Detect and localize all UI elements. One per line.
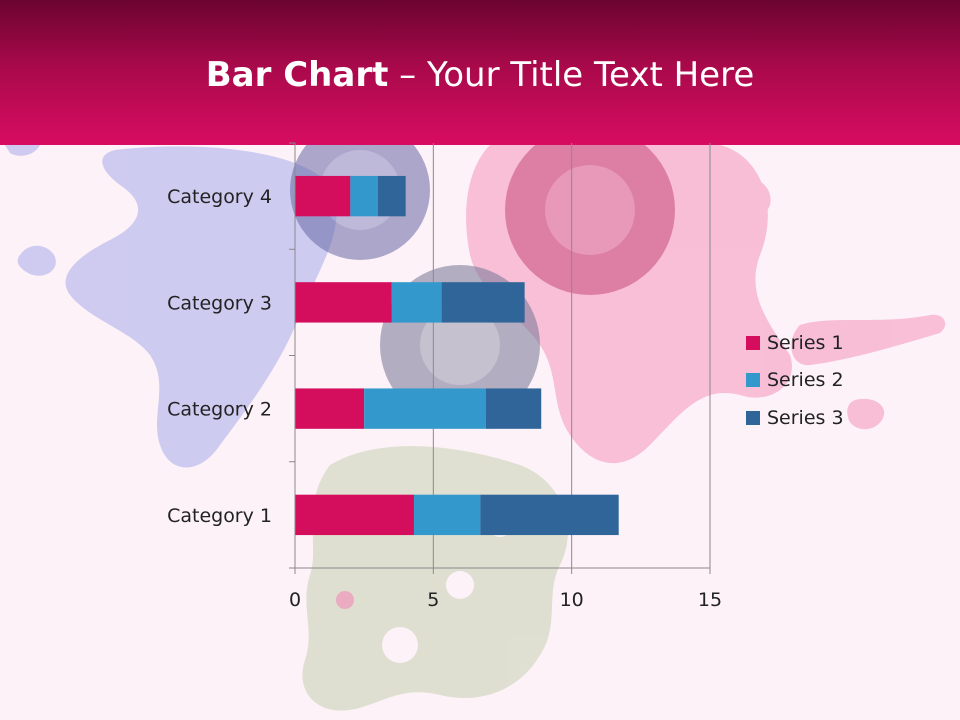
x-tick-label-0: 0: [289, 589, 301, 611]
x-tick-label-10: 10: [560, 589, 584, 611]
bar-category-2-series-2: [364, 388, 486, 429]
bar-category-4-series-3: [378, 175, 406, 217]
legend-label-series-3: Series 3: [767, 406, 844, 429]
legend-item-series-3: Series 3: [746, 399, 844, 437]
slide-title: Bar Chart – Your Title Text Here: [0, 52, 960, 98]
bar-category-1-series-2: [413, 494, 481, 536]
x-tick-label-15: 15: [698, 589, 722, 611]
chart-bars: [295, 175, 619, 536]
bar-category-1-series-3: [480, 494, 619, 536]
category-label-2: Category 2: [167, 399, 272, 421]
legend-label-series-1: Series 1: [767, 331, 844, 354]
bar-category-4-series-2: [350, 175, 378, 217]
bar-category-3-series-3: [441, 282, 525, 323]
category-label-4: Category 4: [167, 186, 272, 208]
slide-title-separator: –: [388, 55, 427, 95]
legend-item-series-2: Series 2: [746, 362, 844, 400]
legend-label-series-2: Series 2: [767, 369, 844, 392]
category-label-3: Category 3: [167, 292, 272, 314]
slide-header: Bar Chart – Your Title Text Here: [0, 0, 960, 145]
bar-category-2-series-1: [295, 388, 365, 429]
bar-category-2-series-3: [485, 388, 542, 429]
legend-swatch-series-1: [746, 335, 760, 350]
blue-polish-splash-icon: [5, 145, 337, 468]
bar-category-3-series-1: [295, 282, 392, 323]
slide-title-rest: Your Title Text Here: [426, 55, 755, 95]
slide-title-bold: Bar Chart: [205, 55, 389, 95]
bar-category-4-series-1: [295, 175, 351, 217]
x-tick-label-5: 5: [427, 589, 439, 611]
legend-swatch-series-3: [746, 410, 760, 425]
bar-category-3-series-2: [391, 282, 442, 323]
category-label-1: Category 1: [167, 505, 272, 527]
chart-legend: Series 1 Series 2 Series 3: [746, 324, 844, 437]
chart-axes: [289, 142, 711, 574]
legend-item-series-1: Series 1: [746, 324, 844, 362]
bar-category-1-series-1: [295, 494, 414, 536]
legend-swatch-series-2: [746, 373, 760, 388]
chart-labels: Category 1 Category 2 Category 3 Category 4…: [167, 186, 722, 611]
